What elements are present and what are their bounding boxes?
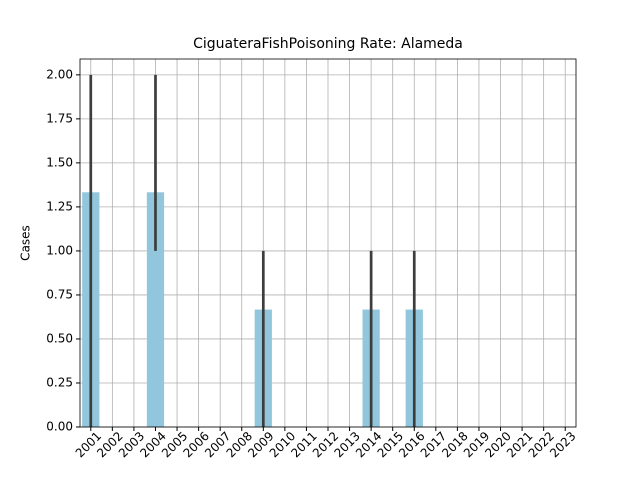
y-tick-label: 1.50 [46, 155, 73, 169]
y-tick-label: 1.00 [46, 243, 73, 257]
bar [146, 192, 165, 427]
y-tick-label: 0.50 [46, 331, 73, 345]
y-tick-label: 1.75 [46, 111, 73, 125]
y-tick-label: 1.25 [46, 199, 73, 213]
y-tick-label: 2.00 [46, 67, 73, 81]
x-axis-label: Year [314, 479, 340, 480]
y-tick-label: 0.75 [46, 287, 73, 301]
y-tick-label: 0.25 [46, 375, 73, 389]
y-tick-label: 0.00 [46, 420, 73, 434]
y-axis-label: Cases [19, 225, 33, 261]
plot-frame [79, 58, 577, 428]
chart-title: CiguateraFishPoisoning Rate: Alameda [193, 36, 463, 52]
